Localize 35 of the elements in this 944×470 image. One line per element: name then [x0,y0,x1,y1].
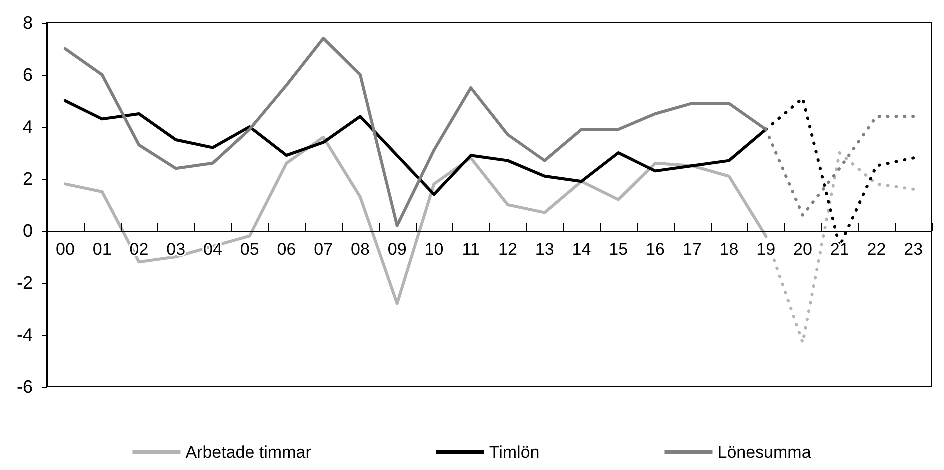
x-tick-label: 20 [793,240,812,259]
y-tick-label: -4 [16,325,33,345]
y-tick-label: 4 [22,117,33,137]
x-tick-label: 08 [350,240,370,259]
x-tick-label: 18 [720,240,739,259]
y-tick-label: 8 [22,13,33,33]
x-tick-label: 06 [277,240,296,259]
x-tick-label: 12 [498,240,518,259]
y-tick-label: -6 [16,377,33,397]
y-tick-label: 2 [22,169,33,189]
x-tick-label: 00 [56,240,75,259]
y-tick-label: 6 [22,65,33,85]
x-tick-label: 19 [756,240,776,259]
y-tick-label: -2 [16,273,33,293]
x-tick-label: 05 [240,240,260,259]
x-tick-label: 01 [92,240,112,259]
x-tick-label: 02 [130,240,149,259]
legend-label: Timlön [489,443,540,462]
x-tick-label: 23 [904,240,924,259]
x-tick-label: 17 [682,240,702,259]
x-tick-label: 21 [830,240,850,259]
legend-label: Arbetade timmar [186,443,312,462]
x-tick-label: 03 [166,240,186,259]
x-tick-label: 09 [388,240,407,259]
x-tick-label: 13 [535,240,554,259]
y-tick-label: 0 [22,221,33,241]
legend-label: Lönesumma [718,443,812,462]
x-tick-label: 15 [609,240,628,259]
x-tick-label: 16 [646,240,665,259]
x-tick-label: 07 [314,240,334,259]
x-tick-label: 14 [572,240,592,259]
x-tick-label: 22 [867,240,886,259]
x-tick-label: 10 [424,240,444,259]
x-tick-label: 11 [462,240,480,259]
x-tick-label: 04 [203,240,222,259]
